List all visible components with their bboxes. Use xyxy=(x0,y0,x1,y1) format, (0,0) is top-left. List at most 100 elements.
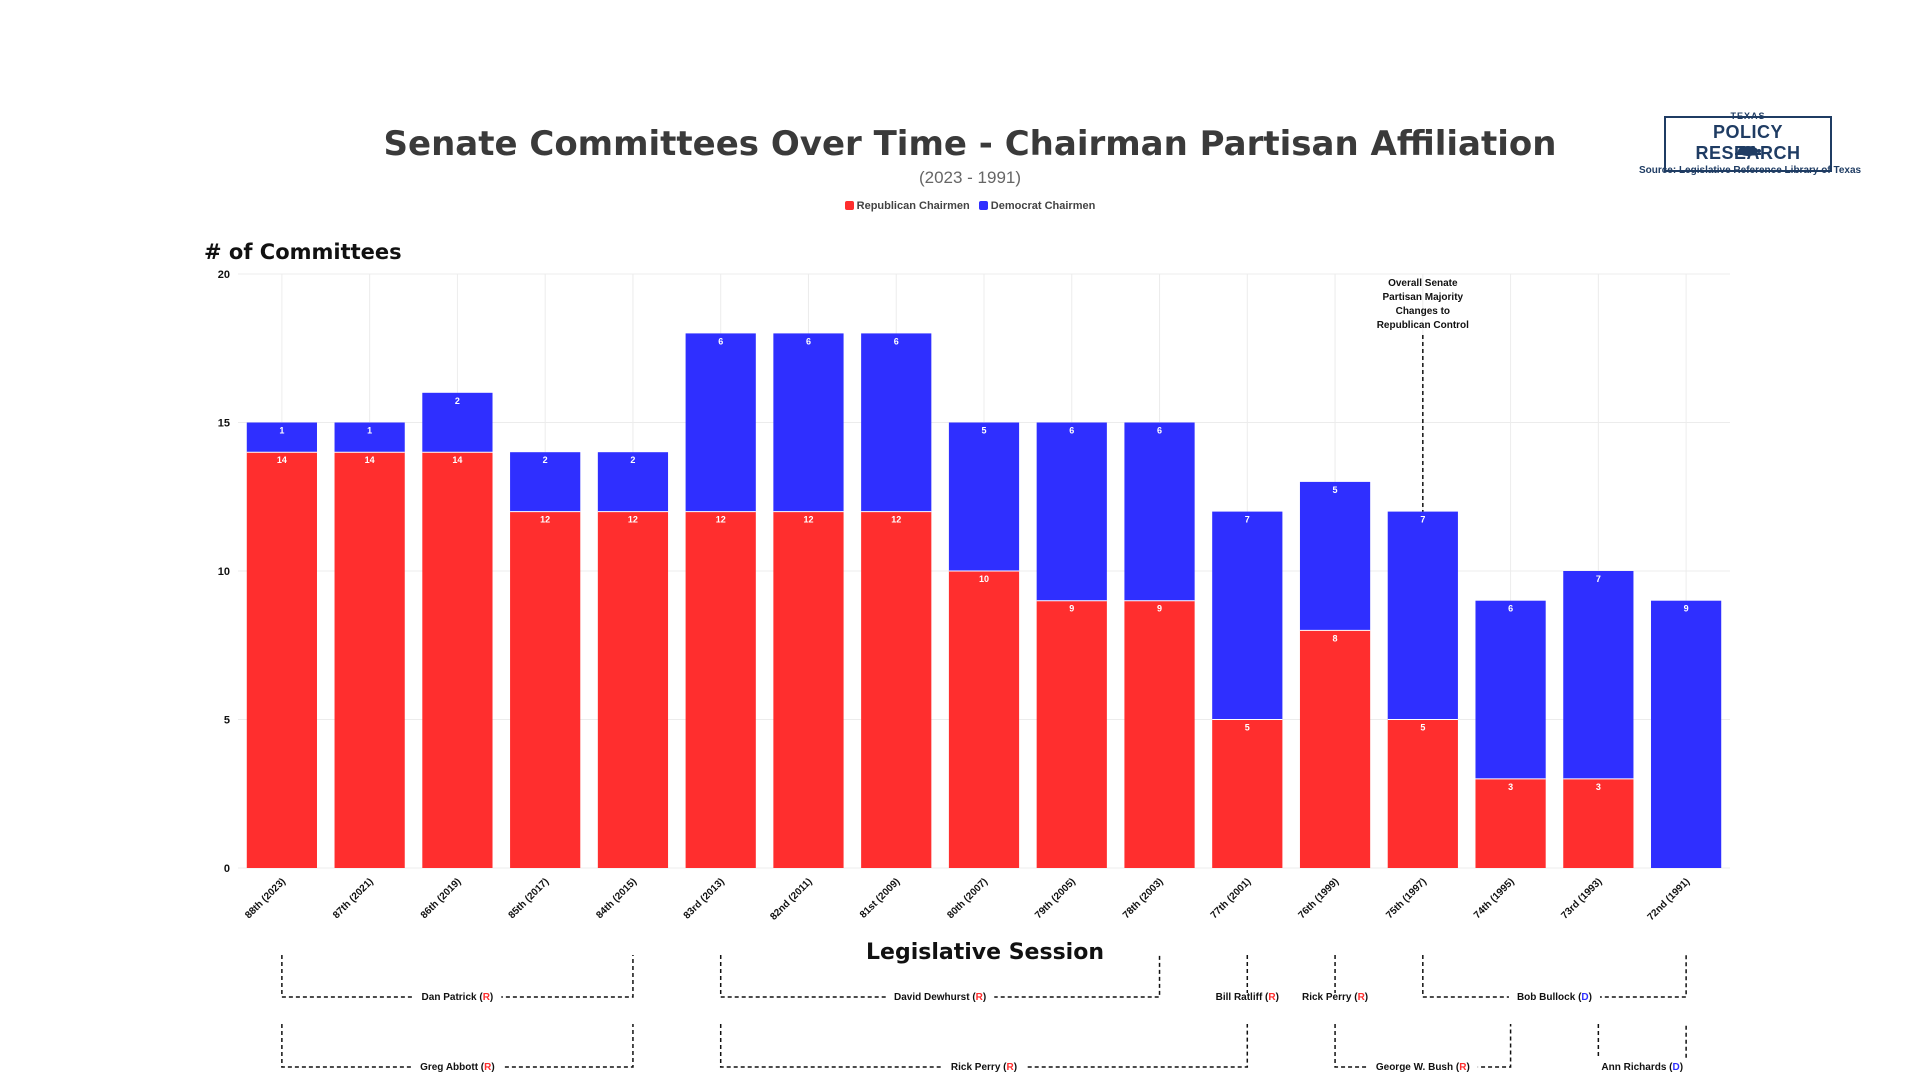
data-label-republican-0: 14 xyxy=(277,455,287,465)
texas-policy-research-logo: TEXAS POLICY RESEARCH xyxy=(1664,111,1832,172)
data-label-republican-8: 10 xyxy=(979,574,989,584)
bar-republican-1 xyxy=(334,452,405,868)
x-tick-label-1: 87th (2021) xyxy=(331,876,376,921)
legend-item-republican[interactable]: Republican Chairmen xyxy=(844,200,970,212)
data-label-democrat-12: 5 xyxy=(1333,485,1338,495)
x-tick-label-0: 88th (2023) xyxy=(243,876,288,921)
data-label-republican-3: 12 xyxy=(540,515,550,525)
data-label-republican-12: 8 xyxy=(1333,633,1338,643)
data-label-democrat-8: 5 xyxy=(981,426,986,436)
bar-republican-12 xyxy=(1299,630,1371,868)
data-label-democrat-1: 1 xyxy=(367,426,372,436)
x-tick-label-11: 77th (2001) xyxy=(1209,876,1254,921)
bar-democrat-13 xyxy=(1387,511,1458,720)
bar-democrat-2 xyxy=(422,392,493,453)
governor-3-label-bg xyxy=(1593,1059,1692,1073)
lt-governor-4-label-bg xyxy=(1508,989,1600,1003)
x-tick-label-5: 83rd (2013) xyxy=(682,876,727,921)
x-tick-label-15: 73rd (1993) xyxy=(1559,876,1604,921)
annotation-line-1: Partisan Majority xyxy=(1383,292,1464,303)
governor-3-label: Ann Richards (D) xyxy=(1601,1062,1683,1073)
data-label-republican-15: 3 xyxy=(1596,782,1601,792)
lt-governor-4-label: Bob Bullock (D) xyxy=(1517,992,1592,1003)
governor-2-bracket xyxy=(1334,1024,1512,1068)
x-tick-label-6: 82nd (2011) xyxy=(768,876,814,922)
governor-1-label-bg xyxy=(942,1059,1026,1073)
y-tick-label-5: 5 xyxy=(224,715,230,727)
bar-republican-7 xyxy=(861,511,932,868)
legend: Republican Chairmen Democrat Chairmen xyxy=(0,200,1920,212)
bar-republican-3 xyxy=(510,511,581,868)
data-label-democrat-13: 7 xyxy=(1420,515,1425,525)
governor-2-label-bg xyxy=(1367,1059,1478,1073)
armadillo-icon xyxy=(1735,146,1761,156)
lt-governor-1-label-bg xyxy=(885,989,995,1003)
data-label-republican-2: 14 xyxy=(452,455,462,465)
legend-swatch-democrat xyxy=(978,201,988,210)
data-label-democrat-15: 7 xyxy=(1596,574,1601,584)
data-label-democrat-0: 1 xyxy=(279,426,284,436)
lt-governor-3-label: Rick Perry (R) xyxy=(1302,992,1368,1003)
data-label-republican-6: 12 xyxy=(803,515,813,525)
bar-republican-8 xyxy=(948,571,1020,868)
bar-republican-15 xyxy=(1563,778,1634,868)
x-tick-label-16: 72nd (1991) xyxy=(1646,876,1693,923)
data-label-democrat-3: 2 xyxy=(543,455,548,465)
x-tick-label-8: 80th (2007) xyxy=(945,876,990,921)
x-tick-label-14: 74th (1995) xyxy=(1472,876,1517,921)
governor-2-label: George W. Bush (R) xyxy=(1376,1062,1470,1073)
bar-republican-2 xyxy=(422,452,493,868)
chart-title: Senate Committees Over Time - Chairman P… xyxy=(383,124,1557,164)
x-axis-title: Legislative Session xyxy=(866,940,1104,965)
data-label-democrat-9: 6 xyxy=(1069,426,1074,436)
data-label-republican-14: 3 xyxy=(1508,782,1513,792)
bar-democrat-1 xyxy=(334,422,405,453)
governor-1-bracket xyxy=(719,1024,1249,1068)
bar-democrat-9 xyxy=(1036,422,1107,601)
bar-republican-6 xyxy=(773,511,844,868)
lt-governor-4-bracket xyxy=(1422,955,1687,998)
x-tick-label-2: 86th (2019) xyxy=(419,876,464,921)
x-tick-label-7: 81st (2009) xyxy=(858,876,902,920)
data-label-republican-5: 12 xyxy=(716,515,726,525)
data-label-democrat-6: 6 xyxy=(806,336,811,346)
data-label-democrat-2: 2 xyxy=(455,396,460,406)
bar-republican-13 xyxy=(1387,719,1458,868)
bar-republican-4 xyxy=(597,511,669,868)
data-label-republican-4: 12 xyxy=(628,515,638,525)
bar-republican-10 xyxy=(1124,600,1195,868)
data-label-democrat-14: 6 xyxy=(1508,604,1513,614)
x-tick-label-12: 76th (1999) xyxy=(1296,876,1341,921)
annotation-line-3: Republican Control xyxy=(1377,320,1469,331)
data-label-republican-9: 9 xyxy=(1069,604,1074,614)
data-label-democrat-11: 7 xyxy=(1245,515,1250,525)
y-tick-label-20: 20 xyxy=(218,269,230,281)
source-note: Source: Legislative Reference Library of… xyxy=(1638,165,1862,176)
lt-governor-0-label: Dan Patrick (R) xyxy=(422,992,494,1003)
governor-0-label: Greg Abbott (R) xyxy=(420,1062,495,1073)
governor-1-label: Rick Perry (R) xyxy=(951,1062,1017,1073)
legend-label-democrat: Democrat Chairmen xyxy=(990,200,1096,212)
bar-democrat-5 xyxy=(685,333,756,512)
bar-democrat-3 xyxy=(510,452,581,512)
data-label-democrat-10: 6 xyxy=(1157,426,1162,436)
x-tick-label-3: 85th (2017) xyxy=(507,876,552,921)
x-tick-label-9: 79th (2005) xyxy=(1033,876,1078,921)
data-label-republican-7: 12 xyxy=(891,515,901,525)
bar-democrat-6 xyxy=(773,333,844,512)
bar-republican-9 xyxy=(1036,600,1107,868)
governor-0-label-bg xyxy=(412,1059,503,1073)
y-tick-label-15: 15 xyxy=(218,418,230,430)
bar-democrat-16 xyxy=(1651,600,1722,868)
bar-republican-0 xyxy=(246,452,317,868)
bar-democrat-10 xyxy=(1124,422,1195,601)
legend-swatch-republican xyxy=(844,201,854,210)
legend-item-democrat[interactable]: Democrat Chairmen xyxy=(978,200,1096,212)
brackets-layer: Dan Patrick (R) David Dewhurst (R) Bill Ra… xyxy=(281,955,1692,1073)
lt-governor-0-label-bg xyxy=(413,989,502,1003)
bar-democrat-11 xyxy=(1212,511,1283,720)
bar-republican-5 xyxy=(685,511,756,868)
data-label-democrat-5: 6 xyxy=(718,336,723,346)
bar-democrat-7 xyxy=(861,333,932,512)
